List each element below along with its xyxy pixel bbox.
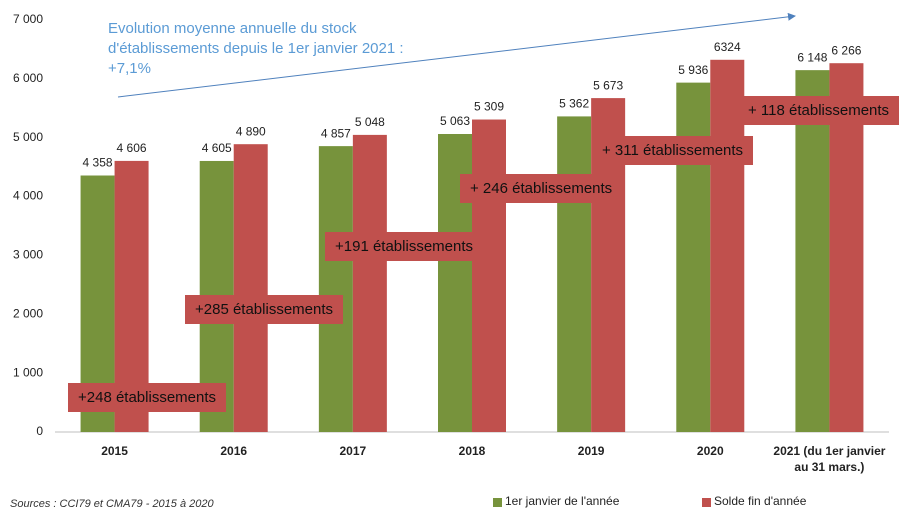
- y-tick-label: 2 000: [13, 306, 43, 320]
- x-tick-label: 2016: [220, 444, 248, 458]
- value-label: 4 890: [236, 124, 266, 138]
- trend-arrow: [117, 12, 796, 98]
- value-label: 6324: [714, 40, 741, 54]
- value-label: 4 358: [83, 156, 113, 170]
- trend-note: +7,1%: [108, 60, 151, 77]
- y-tick-label: 3 000: [13, 248, 43, 262]
- x-tick-label: 2017: [339, 444, 367, 458]
- annotation-box: + 311 établissements: [592, 136, 754, 165]
- value-label: 5 063: [440, 114, 470, 128]
- value-label: 4 857: [321, 126, 351, 140]
- annotation-box: +248 établissements: [68, 383, 227, 412]
- legend-swatch: [493, 498, 502, 507]
- bar: [352, 134, 387, 432]
- value-label: 5 362: [559, 97, 589, 111]
- annotation-box: +191 établissements: [325, 232, 484, 261]
- x-tick-label: 2019: [577, 444, 605, 458]
- y-tick-label: 0: [36, 424, 43, 438]
- legend-label: 1er janvier de l'année: [505, 494, 620, 508]
- legend-swatch: [702, 498, 711, 507]
- bar: [472, 119, 506, 432]
- annotation-box: +285 établissements: [185, 295, 344, 324]
- value-label: 4 606: [117, 141, 147, 155]
- y-tick-label: 5 000: [13, 130, 43, 144]
- value-label: 6 266: [831, 43, 861, 57]
- x-tick-label: 2018: [458, 444, 486, 458]
- bar: [233, 144, 268, 432]
- value-label: 5 048: [355, 115, 385, 129]
- bar: [795, 70, 830, 432]
- y-tick-label: 6 000: [13, 71, 43, 85]
- trend-note: Evolution moyenne annuelle du stock: [108, 20, 357, 37]
- value-label: 4 605: [202, 141, 232, 155]
- annotation-box: + 246 établissements: [460, 174, 623, 203]
- x-tick-label: 2021 (du 1er janvier au 31 mars.): [773, 444, 886, 474]
- value-label: 5 673: [593, 78, 623, 92]
- value-label: 5 936: [678, 63, 708, 77]
- value-label: 6 148: [797, 50, 827, 64]
- annotation-box: + 118 établissements: [738, 96, 899, 125]
- x-tick-label: 2015: [101, 444, 128, 458]
- value-label: 5 309: [474, 100, 504, 114]
- bar: [557, 116, 592, 433]
- trend-note: d'établissements depuis le 1er janvier 2…: [108, 40, 404, 57]
- bar: [318, 146, 353, 432]
- source: Sources : CCI79 et CMA79 - 2015 à 2020: [10, 498, 214, 510]
- legend-label: Solde fin d'année: [714, 494, 807, 508]
- y-tick-label: 1 000: [13, 365, 43, 379]
- y-tick-label: 4 000: [13, 189, 43, 203]
- x-tick-label: 2020: [696, 444, 724, 458]
- y-tick-label: 7 000: [13, 12, 43, 26]
